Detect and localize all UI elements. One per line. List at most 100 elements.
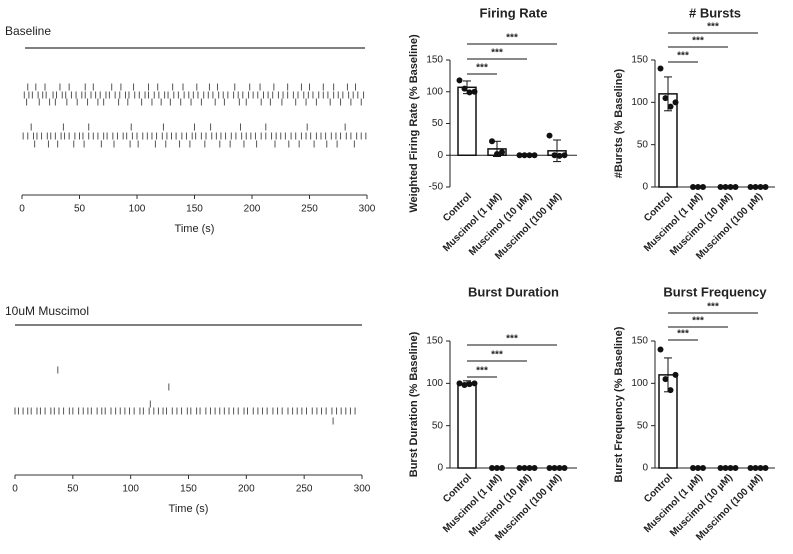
data-point xyxy=(722,465,729,471)
x-tick-label: 0 xyxy=(12,484,18,495)
data-point xyxy=(489,465,495,471)
data-point xyxy=(752,465,759,471)
data-point xyxy=(667,387,674,394)
significance-label: *** xyxy=(677,51,689,62)
data-point xyxy=(747,465,754,471)
x-tick-label: 200 xyxy=(238,484,255,495)
y-tick-label: 150 xyxy=(426,55,443,66)
data-point xyxy=(732,184,739,190)
data-point xyxy=(747,184,754,190)
data-point xyxy=(717,465,724,471)
x-axis-label: Time (s) xyxy=(169,503,209,515)
y-tick-label: 100 xyxy=(631,97,648,108)
y-tick-label: 0 xyxy=(437,463,443,474)
significance-label: *** xyxy=(476,366,488,377)
x-tick-label: 150 xyxy=(186,204,203,215)
y-tick-label: -50 xyxy=(429,182,444,193)
data-point xyxy=(762,465,769,471)
data-point xyxy=(717,184,724,190)
significance-label: *** xyxy=(692,36,704,47)
x-tick-label: 300 xyxy=(359,204,376,215)
chart-title: # Bursts xyxy=(689,5,741,20)
bar xyxy=(457,382,477,469)
y-tick-label: 50 xyxy=(432,118,444,129)
y-tick-label: 100 xyxy=(426,86,443,97)
data-point xyxy=(657,65,664,72)
data-point xyxy=(521,465,528,471)
data-point xyxy=(556,465,563,471)
data-point xyxy=(727,184,734,190)
data-point xyxy=(762,184,769,190)
data-point xyxy=(556,152,563,159)
x-tick-label: 250 xyxy=(301,204,318,215)
data-point xyxy=(672,371,679,378)
significance-label: *** xyxy=(692,316,704,327)
chart-title: Burst Duration xyxy=(468,284,559,299)
data-point xyxy=(499,465,505,471)
chart-title: Firing Rate xyxy=(480,5,548,20)
x-tick-label: 100 xyxy=(129,204,146,215)
data-point xyxy=(461,85,468,92)
data-point xyxy=(752,184,759,190)
data-point xyxy=(695,465,701,471)
data-point xyxy=(757,465,764,471)
data-point xyxy=(526,152,533,159)
data-point xyxy=(662,376,669,383)
significance-label: *** xyxy=(707,302,719,313)
chart-title: Burst Frequency xyxy=(663,284,767,299)
significance-label: *** xyxy=(476,63,488,74)
data-point xyxy=(521,152,528,159)
significance-label: *** xyxy=(677,329,689,340)
data-point xyxy=(466,381,473,388)
data-point xyxy=(546,132,553,139)
x-tick-label: 0 xyxy=(19,204,25,215)
x-tick-label: 300 xyxy=(354,484,371,495)
significance-label: *** xyxy=(707,22,719,33)
x-tick-label: 200 xyxy=(244,204,261,215)
y-axis-label: #Bursts (% Baseline) xyxy=(613,68,625,178)
panel-title: Baseline xyxy=(5,24,51,38)
data-point xyxy=(516,465,523,471)
significance-label: *** xyxy=(506,334,518,345)
data-point xyxy=(662,95,669,102)
y-axis-label: Burst Duration (% Baseline) xyxy=(408,331,420,477)
data-point xyxy=(722,184,729,190)
data-point xyxy=(667,103,674,110)
data-point xyxy=(494,465,500,471)
data-point xyxy=(690,465,696,471)
data-point xyxy=(531,152,538,159)
data-point xyxy=(516,152,523,159)
data-point xyxy=(561,152,568,159)
data-point xyxy=(546,465,553,471)
x-axis-label: Time (s) xyxy=(175,223,215,235)
x-tick-label: 50 xyxy=(74,204,86,215)
data-point xyxy=(551,152,558,159)
y-axis-label: Burst Frequency (% Baseline) xyxy=(613,326,625,482)
y-tick-label: 50 xyxy=(637,420,649,431)
data-point xyxy=(757,184,764,190)
data-point xyxy=(456,380,463,387)
data-point xyxy=(551,465,558,471)
x-tick-label: 50 xyxy=(67,484,79,495)
y-tick-label: 100 xyxy=(631,378,648,389)
data-point xyxy=(461,382,468,389)
y-tick-label: 50 xyxy=(432,420,444,431)
data-point xyxy=(732,465,739,471)
y-tick-label: 50 xyxy=(637,139,649,150)
y-tick-label: 150 xyxy=(631,55,648,66)
data-point xyxy=(672,99,679,106)
y-axis-label: Weighted Firing Rate (% Baseline) xyxy=(408,34,420,213)
data-point xyxy=(526,465,533,471)
data-point xyxy=(690,184,696,190)
y-tick-label: 150 xyxy=(426,336,443,347)
data-point xyxy=(466,89,473,96)
data-point xyxy=(531,465,538,471)
y-tick-label: 100 xyxy=(426,378,443,389)
x-tick-label: 250 xyxy=(296,484,313,495)
x-tick-label: 100 xyxy=(122,484,139,495)
bar xyxy=(457,86,477,156)
data-point xyxy=(700,184,706,190)
y-tick-label: 0 xyxy=(642,463,648,474)
data-point xyxy=(471,88,478,95)
